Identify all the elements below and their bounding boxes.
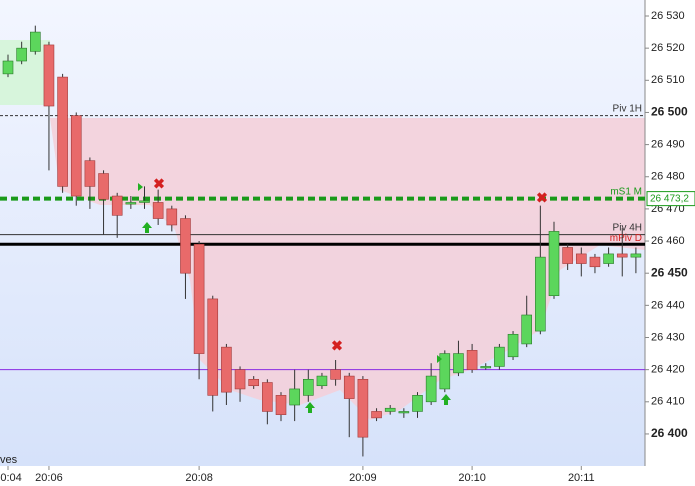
candle-body: [425, 375, 437, 403]
candle-body: [152, 202, 164, 219]
candle-body: [384, 407, 396, 412]
candle-body: [29, 31, 41, 52]
y-tick-label: 26 510: [651, 74, 685, 86]
candle-body: [248, 378, 259, 387]
candle-body: [302, 378, 314, 396]
x-tick-label: 20:06: [35, 472, 63, 484]
x-tick-label: 20:10: [458, 472, 486, 484]
candle-body: [193, 243, 205, 354]
sell-mark: ✖: [331, 338, 343, 354]
y-tick-label: 26 500: [651, 105, 688, 119]
candle-body: [180, 218, 191, 274]
y-tick-label: 26 520: [651, 42, 685, 54]
y-tick-label: 26 410: [651, 396, 685, 408]
candle-body: [139, 200, 150, 203]
candle-body: [98, 173, 109, 200]
x-tick-label: 20:11: [568, 472, 595, 484]
level-name: Piv 1H: [613, 103, 642, 114]
buy-arrow: [305, 402, 315, 413]
candle-body: [535, 256, 546, 332]
candle-body: [521, 314, 533, 345]
signal-triangle: [437, 355, 442, 363]
candle-body: [330, 369, 341, 380]
y-tick-label: 26 490: [651, 139, 685, 151]
candle-body: [43, 44, 55, 107]
candle-body: [507, 333, 519, 358]
candle-body: [70, 115, 82, 197]
candle-body: [589, 256, 601, 268]
level-label-box: [646, 191, 695, 207]
level-label: 26 473,2: [650, 193, 689, 204]
y-tick-label: 26 450: [651, 265, 688, 279]
candle-body: [630, 253, 642, 258]
buy-arrow: [142, 222, 152, 233]
candle-body: [289, 388, 300, 406]
y-tick-label: 26 480: [651, 171, 685, 183]
candle-body: [275, 395, 287, 415]
y-tick-label: 26 440: [651, 299, 685, 311]
candle-body: [548, 231, 560, 297]
sell-mark: ✖: [153, 176, 165, 192]
candle-body: [575, 253, 587, 264]
candle-body: [166, 208, 178, 226]
bull-zone: [0, 40, 50, 105]
candle-body: [412, 395, 423, 412]
candle-body: [57, 76, 68, 187]
candle-body: [453, 353, 464, 374]
axis-background: [645, 0, 695, 486]
candle-body: [562, 247, 573, 264]
footnote: ves: [0, 454, 18, 466]
candle-body: [343, 375, 355, 399]
candle-body: [234, 369, 246, 390]
x-axis-background: [0, 466, 645, 486]
candle-body: [221, 346, 232, 393]
level-name: mPiv D: [610, 233, 642, 244]
x-tick-label: 20:08: [185, 472, 213, 484]
candle-body: [371, 411, 382, 419]
candle-body: [84, 160, 96, 187]
candle-body: [494, 346, 505, 367]
candle-body: [16, 47, 27, 62]
candle-body: [111, 195, 123, 216]
signal-triangle: [138, 183, 143, 191]
candle-body: [466, 350, 478, 370]
level-name: Piv 4H: [613, 222, 642, 233]
candle-body: [480, 366, 492, 369]
candle-body: [207, 298, 219, 396]
candle-body: [603, 253, 614, 264]
y-tick-label: 26 400: [651, 426, 688, 440]
signals: ✖ ✖ ✖: [138, 176, 548, 413]
candle-body: [262, 382, 273, 412]
candle-body: [398, 411, 410, 414]
buy-arrow: [441, 394, 451, 405]
x-tick-label: 20:04: [0, 472, 22, 484]
sell-mark: ✖: [536, 190, 548, 206]
y-tick-label: 26 430: [651, 331, 685, 343]
candle-body: [2, 60, 14, 75]
candle-body: [439, 353, 451, 390]
candle-body: [616, 253, 628, 258]
level-name: mS1 M: [610, 186, 642, 197]
candle-body: [357, 378, 369, 438]
y-tick-label: 26 530: [651, 10, 685, 22]
candle-body: [316, 375, 328, 387]
y-tick-label: 26 460: [651, 235, 685, 247]
x-tick-label: 20:09: [349, 472, 377, 484]
y-tick-label: 26 420: [651, 364, 685, 376]
candle-body: [125, 202, 137, 205]
